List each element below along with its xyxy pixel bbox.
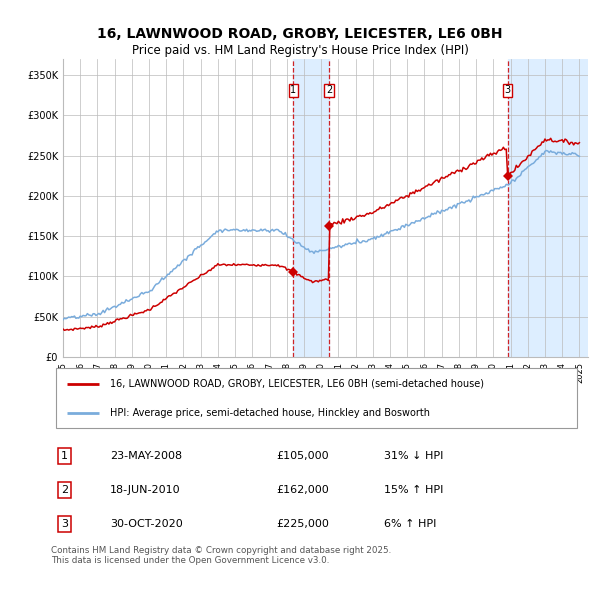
Text: £225,000: £225,000	[277, 519, 329, 529]
Text: 31% ↓ HPI: 31% ↓ HPI	[384, 451, 443, 461]
Text: 1: 1	[290, 86, 296, 95]
Text: HPI: Average price, semi-detached house, Hinckley and Bosworth: HPI: Average price, semi-detached house,…	[110, 408, 430, 418]
Text: 23-MAY-2008: 23-MAY-2008	[110, 451, 182, 461]
Bar	[293, 59, 329, 357]
Text: 2: 2	[326, 86, 332, 95]
Text: 3: 3	[505, 86, 511, 95]
Text: 18-JUN-2010: 18-JUN-2010	[110, 485, 181, 494]
Text: £105,000: £105,000	[277, 451, 329, 461]
Text: 3: 3	[61, 519, 68, 529]
Text: 30-OCT-2020: 30-OCT-2020	[110, 519, 183, 529]
Text: 16, LAWNWOOD ROAD, GROBY, LEICESTER, LE6 0BH: 16, LAWNWOOD ROAD, GROBY, LEICESTER, LE6…	[97, 27, 503, 41]
Text: 15% ↑ HPI: 15% ↑ HPI	[384, 485, 443, 494]
FancyBboxPatch shape	[56, 368, 577, 428]
Text: Contains HM Land Registry data © Crown copyright and database right 2025.
This d: Contains HM Land Registry data © Crown c…	[51, 546, 391, 565]
Text: £162,000: £162,000	[277, 485, 329, 494]
Text: Price paid vs. HM Land Registry's House Price Index (HPI): Price paid vs. HM Land Registry's House …	[131, 44, 469, 57]
Text: 16, LAWNWOOD ROAD, GROBY, LEICESTER, LE6 0BH (semi-detached house): 16, LAWNWOOD ROAD, GROBY, LEICESTER, LE6…	[110, 379, 484, 389]
Bar	[508, 59, 588, 357]
Text: 6% ↑ HPI: 6% ↑ HPI	[384, 519, 436, 529]
Text: 1: 1	[61, 451, 68, 461]
Text: 2: 2	[61, 485, 68, 494]
